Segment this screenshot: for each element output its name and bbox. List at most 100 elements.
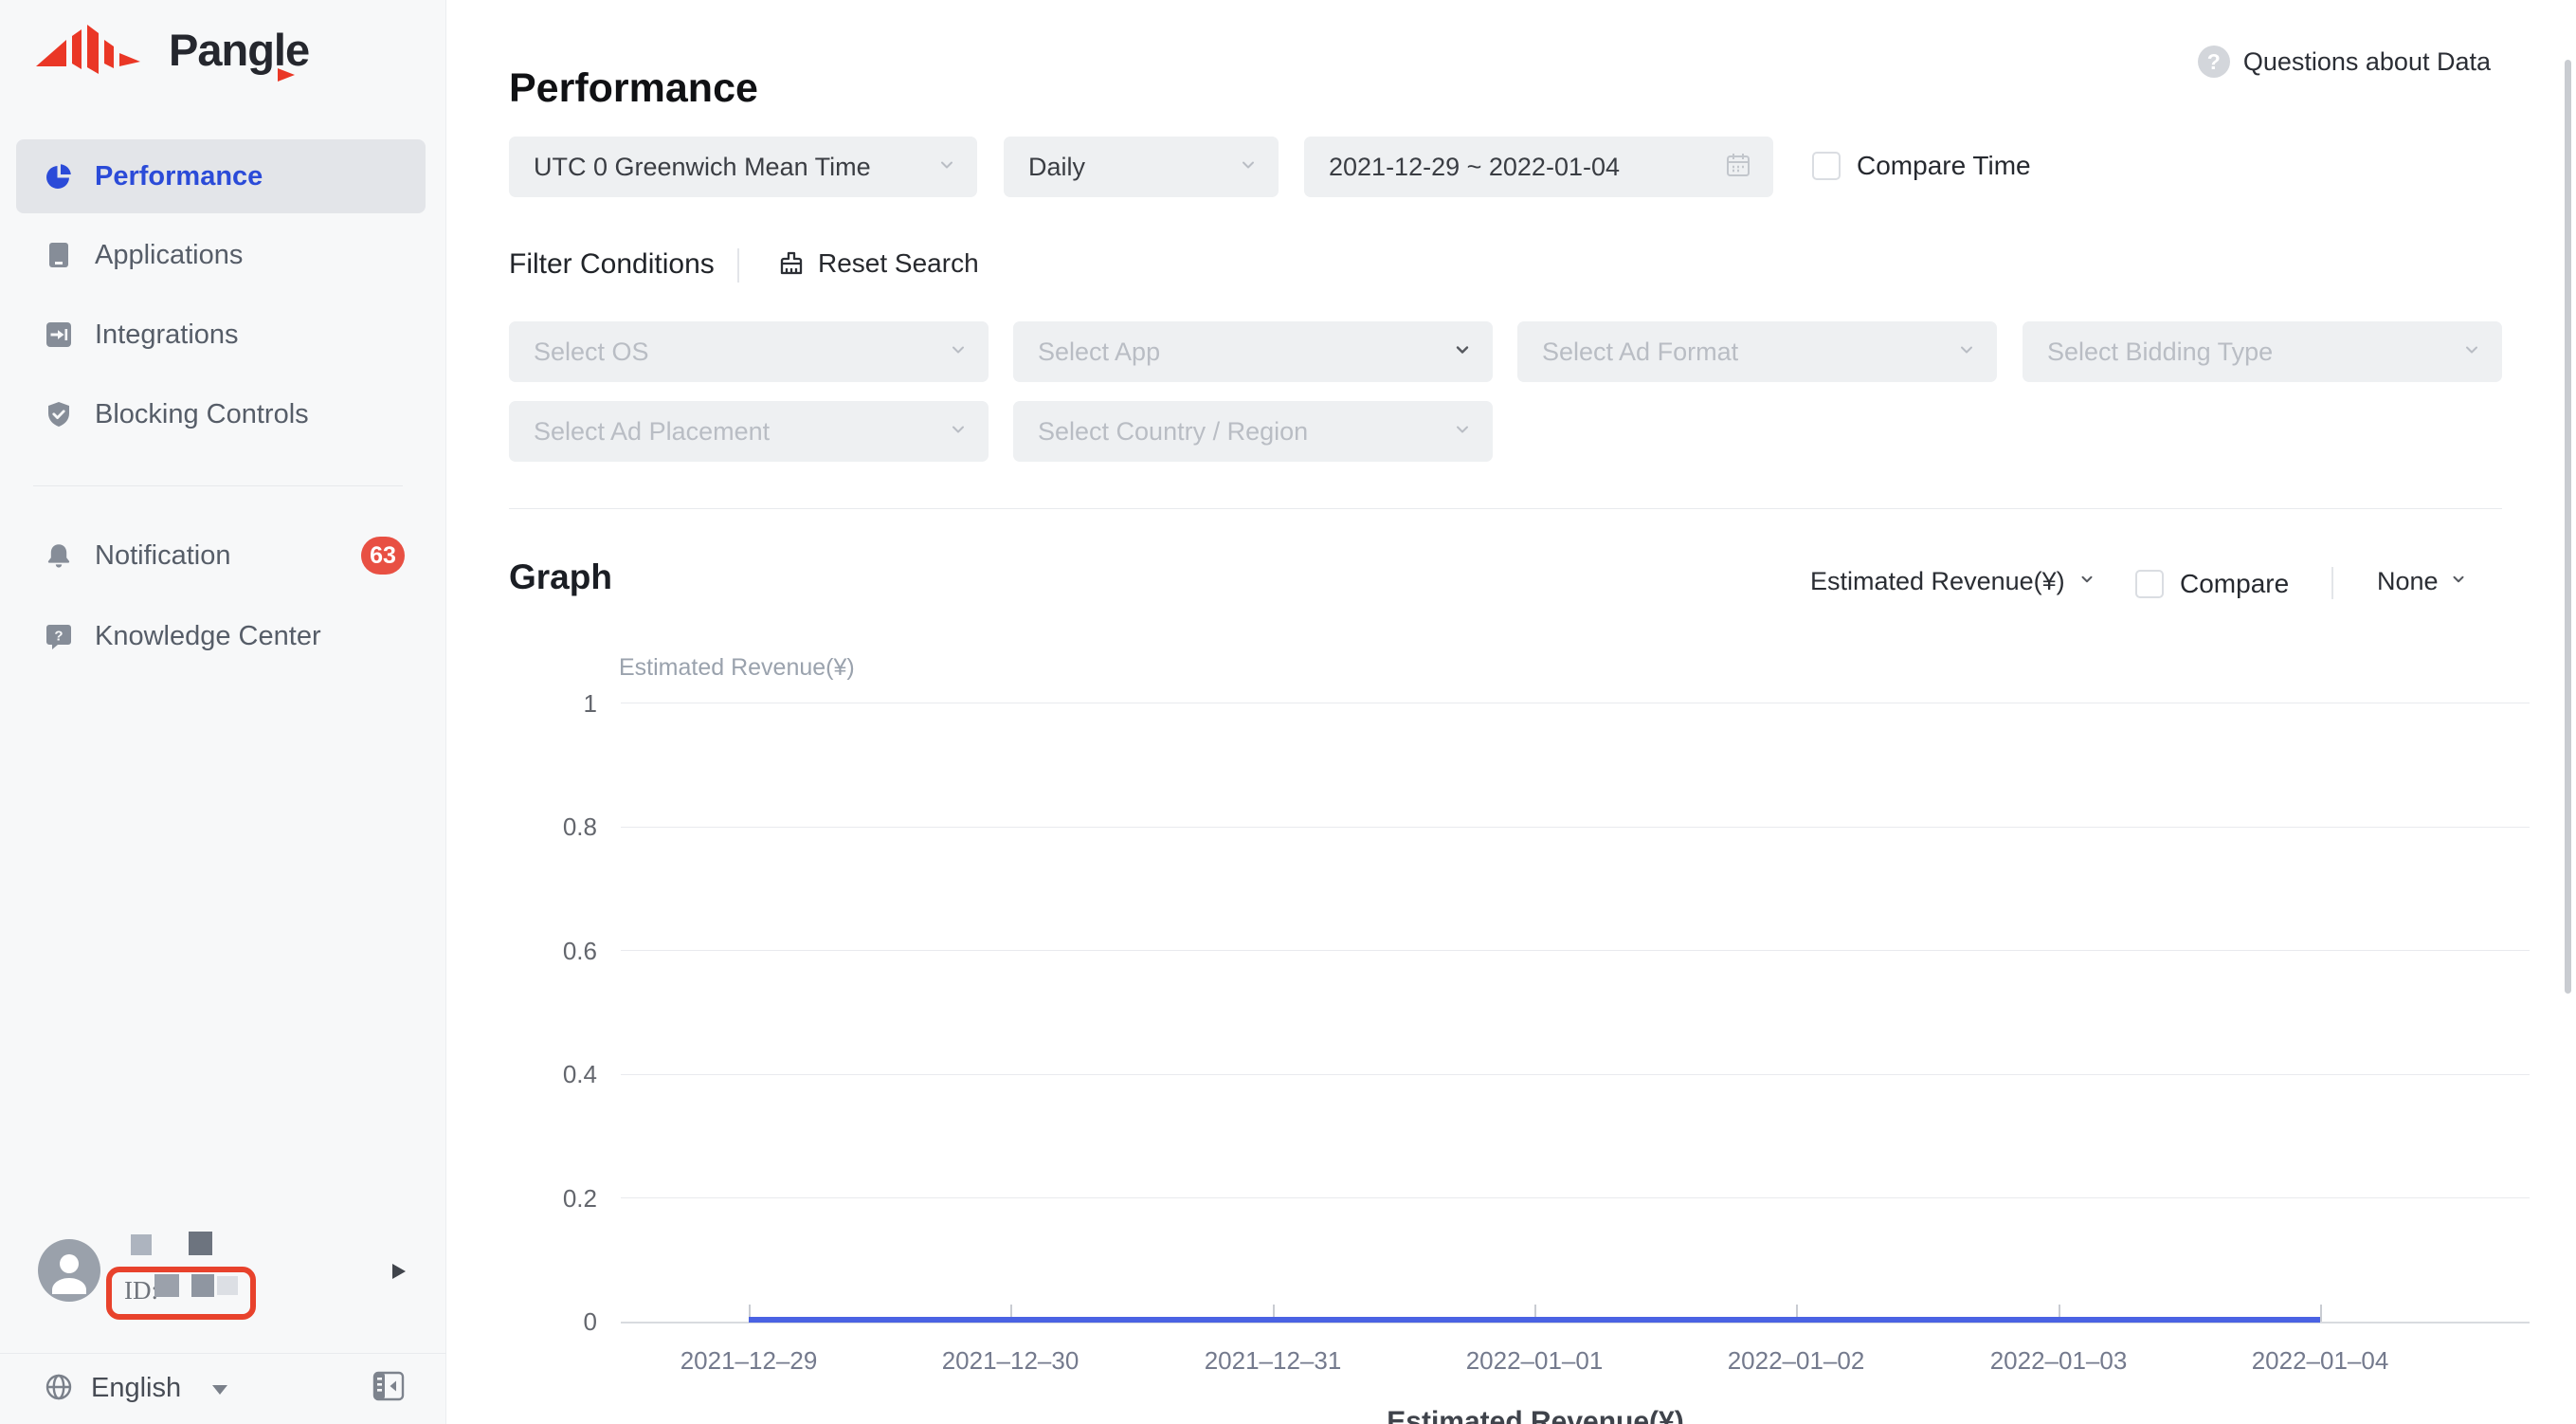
sidebar-item-blocking-controls[interactable]: Blocking Controls	[16, 377, 426, 451]
sidebar-item-performance[interactable]: Performance	[16, 139, 426, 213]
compare-label: Compare	[2180, 569, 2290, 598]
x-axis-label: 2021–12–30	[941, 1346, 1079, 1375]
collapse-sidebar-icon[interactable]	[372, 1369, 406, 1408]
sidebar-item-applications[interactable]: Applications	[16, 218, 426, 292]
tablet-icon	[45, 241, 73, 269]
chevron-down-icon	[1239, 155, 1258, 179]
annotation-red-box	[106, 1267, 256, 1320]
y-tick-label: 0.2	[562, 1184, 597, 1213]
y-tick-label: 1	[583, 689, 597, 718]
x-tick-mark	[1273, 1305, 1275, 1322]
timezone-select[interactable]: UTC 0 Greenwich Mean Time	[509, 137, 977, 197]
granularity-select[interactable]: Daily	[1004, 137, 1279, 197]
user-id-label: ID:	[124, 1276, 158, 1305]
redacted-username-block	[131, 1234, 152, 1255]
filter-conditions-label: Filter Conditions	[509, 248, 715, 280]
help-link-label: Questions about Data	[2242, 46, 2491, 76]
metric-select[interactable]: Estimated Revenue(¥)	[1810, 567, 2095, 596]
select-country-region[interactable]: Select Country / Region	[1013, 401, 1493, 462]
pangle-logo-text: Pangle	[169, 24, 310, 75]
pie-chart-icon	[45, 162, 73, 191]
timezone-value: UTC 0 Greenwich Mean Time	[534, 152, 871, 181]
sidebar-item-notification[interactable]: Notification 63	[16, 519, 426, 593]
user-avatar[interactable]	[38, 1239, 100, 1302]
sidebar-item-label: Integrations	[95, 319, 239, 350]
sidebar-item-integrations[interactable]: Integrations	[16, 298, 426, 372]
redacted-id-block	[191, 1274, 214, 1297]
reset-search-button[interactable]: Reset Search	[777, 248, 979, 279]
select-ad-format[interactable]: Select Ad Format	[1517, 321, 1997, 382]
y-tick-label: 0.6	[562, 937, 597, 965]
x-tick-mark	[1534, 1305, 1536, 1322]
language-bar-divider	[0, 1353, 446, 1354]
select-os[interactable]: Select OS	[509, 321, 989, 382]
redacted-id-block	[217, 1276, 238, 1295]
question-circle-icon: ?	[2197, 46, 2230, 78]
redacted-id-block	[154, 1274, 179, 1297]
select-app[interactable]: Select App	[1013, 321, 1493, 382]
revenue-series-line	[749, 1317, 2320, 1323]
language-select[interactable]: English	[91, 1373, 182, 1403]
compare-control: Compare	[2135, 569, 2289, 599]
bell-icon	[45, 541, 73, 570]
x-axis-label: 2022–01–03	[1989, 1346, 2128, 1375]
y-tick-label: 0.8	[562, 812, 597, 841]
globe-icon	[44, 1372, 74, 1407]
broom-icon	[777, 249, 806, 278]
sidebar-item-knowledge-center[interactable]: ? Knowledge Center	[16, 599, 426, 673]
date-range-picker[interactable]: 2021-12-29 ~ 2022-01-04	[1304, 137, 1773, 197]
granularity-value: Daily	[1028, 152, 1086, 181]
expand-account-caret-icon[interactable]	[392, 1264, 406, 1279]
gridline	[621, 827, 2530, 828]
select-country-region-placeholder: Select Country / Region	[1038, 416, 1309, 446]
redacted-username-block	[189, 1232, 212, 1255]
section-divider	[509, 508, 2502, 509]
y-tick-label: 0	[583, 1307, 597, 1336]
x-axis-label: 2021–12–31	[1204, 1346, 1342, 1375]
dimension-select[interactable]: None	[2377, 567, 2467, 596]
chart-legend-label[interactable]: Estimated Revenue(¥)	[1387, 1406, 1684, 1424]
main-content: Performance ? Questions about Data UTC 0…	[447, 0, 2576, 1424]
dimension-value: None	[2377, 567, 2439, 595]
calendar-icon	[1724, 151, 1752, 184]
x-tick-mark	[2320, 1305, 2322, 1322]
logo-g-accent-icon	[278, 68, 295, 82]
select-os-placeholder: Select OS	[534, 337, 649, 366]
sidebar-item-label: Notification	[95, 539, 231, 571]
page-title: Performance	[509, 64, 758, 111]
questions-about-data-link[interactable]: ? Questions about Data	[2197, 46, 2491, 78]
y-axis-title: Estimated Revenue(¥)	[619, 654, 855, 681]
compare-time-control: Compare Time	[1812, 151, 2031, 181]
gridline	[621, 950, 2530, 951]
date-range-value: 2021-12-29 ~ 2022-01-04	[1329, 152, 1620, 181]
compare-checkbox[interactable]	[2135, 570, 2164, 598]
language-caret-down-icon[interactable]	[212, 1385, 227, 1395]
compare-time-checkbox[interactable]	[1812, 152, 1841, 180]
metric-value: Estimated Revenue(¥)	[1810, 567, 2065, 595]
graph-section-title: Graph	[509, 557, 612, 596]
vertical-divider	[2331, 567, 2333, 599]
chevron-down-icon	[937, 155, 956, 179]
shield-check-icon	[45, 400, 73, 429]
chevron-down-icon	[949, 420, 968, 444]
select-bidding-type[interactable]: Select Bidding Type	[2023, 321, 2502, 382]
select-ad-placement[interactable]: Select Ad Placement	[509, 401, 989, 462]
select-ad-placement-placeholder: Select Ad Placement	[534, 416, 771, 446]
x-axis-label: 2022–01–01	[1465, 1346, 1604, 1375]
vertical-scrollbar[interactable]	[2565, 60, 2571, 994]
notification-count-badge: 63	[361, 537, 405, 575]
x-tick-mark	[1796, 1305, 1798, 1322]
x-tick-mark	[749, 1305, 751, 1322]
chevron-down-icon	[2462, 340, 2481, 364]
sidebar-item-label: Applications	[95, 239, 244, 270]
y-tick-label: 0.4	[562, 1060, 597, 1088]
pangle-logo[interactable]: Pangle	[34, 21, 310, 82]
sidebar-item-label: Knowledge Center	[95, 620, 321, 651]
integration-arrow-icon	[45, 320, 73, 349]
x-axis-line	[621, 1322, 2530, 1324]
chevron-down-icon	[1957, 340, 1976, 364]
gridline	[621, 1197, 2530, 1198]
sidebar: Pangle Performance Applications	[0, 0, 446, 1424]
x-axis-label: 2022–01–04	[2251, 1346, 2389, 1375]
